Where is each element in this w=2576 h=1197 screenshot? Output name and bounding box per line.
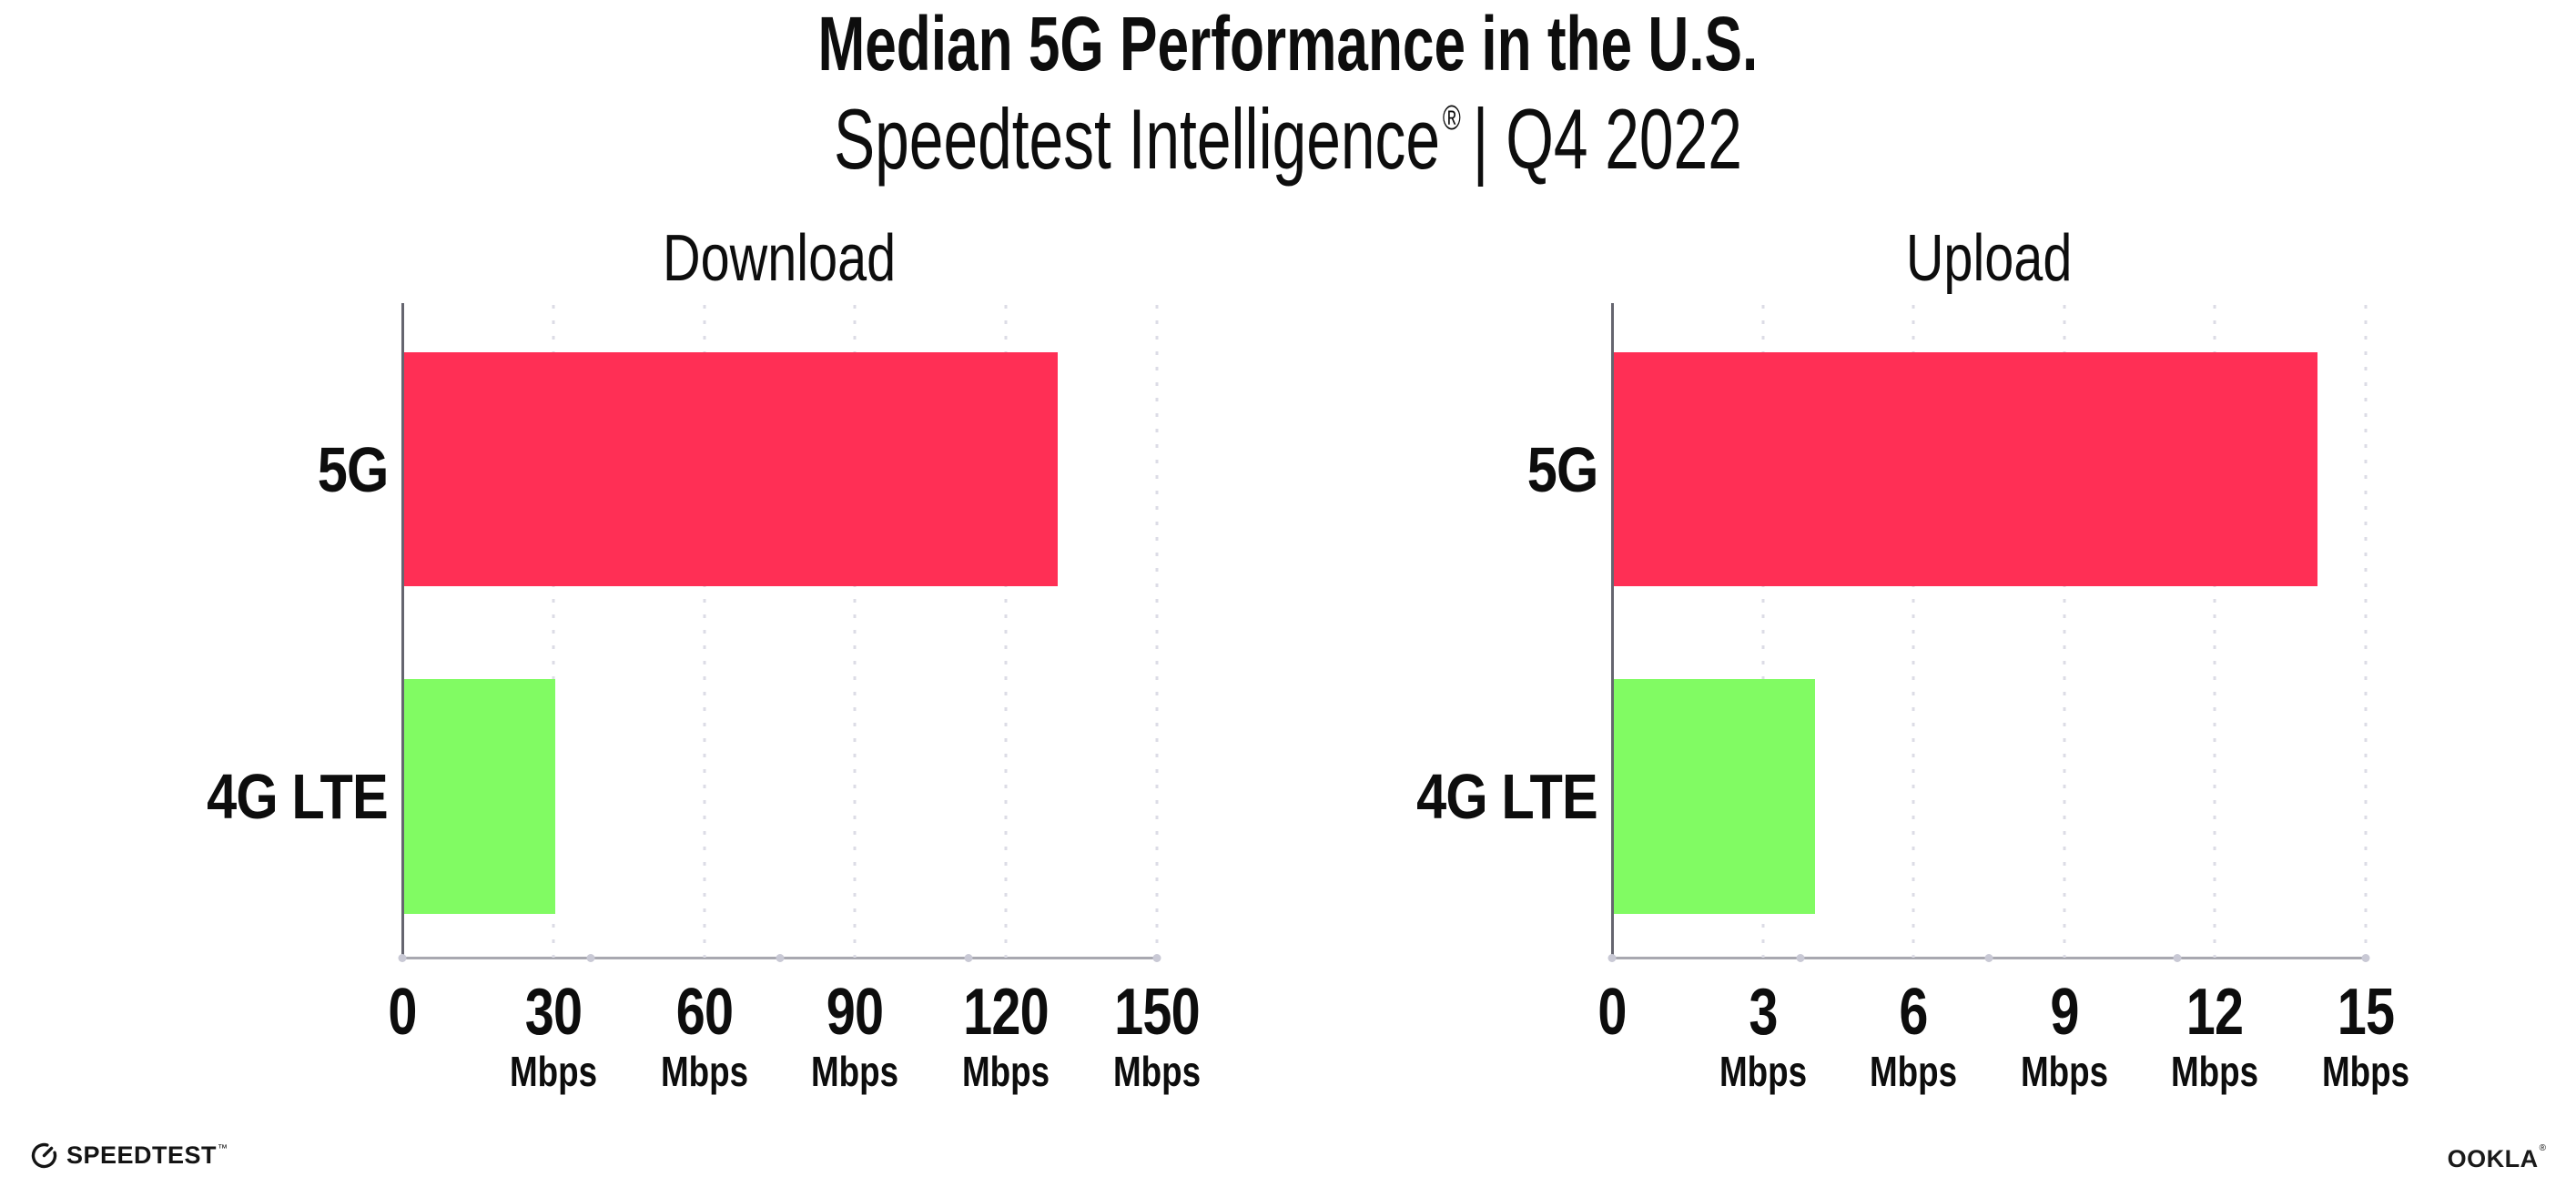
x-tick-value: 60 [675, 976, 733, 1049]
upload-x-axis-labels: 0 3 Mbps 6 Mbps 9 Mbps 12 Mbps 15 Mbps [1597, 979, 2409, 1098]
x-tick-unit: Mbps [509, 1048, 597, 1095]
x-tick-60: 60 Mbps [661, 979, 748, 1092]
speedtest-wordmark: SPEEDTEST [66, 1141, 218, 1169]
gridline-90 [853, 305, 857, 958]
x-tick-unit: Mbps [1719, 1048, 1807, 1095]
x-tick-value: 15 [2337, 976, 2395, 1049]
bar-5g-upload [1614, 352, 2317, 586]
gridline-6 [1912, 305, 1915, 958]
download-chart-title: Download [663, 222, 897, 295]
bar-5g-download [404, 352, 1059, 586]
x-tick-unit: Mbps [962, 1048, 1050, 1095]
x-tick-value: 3 [1748, 976, 1778, 1049]
x-tick-unit: Mbps [2020, 1048, 2108, 1095]
subtitle-brand: Speedtest Intelligence [834, 91, 1441, 187]
download-label-5g: 5G [317, 433, 389, 505]
x-tick-value: 30 [524, 976, 583, 1049]
x-tick-3: 3 Mbps [1719, 979, 1807, 1092]
x-tick-unit: Mbps [2321, 1048, 2410, 1095]
gridline-9 [2063, 305, 2066, 958]
axis-tick-dot [2173, 954, 2182, 962]
x-tick-value: 0 [1597, 976, 1627, 1049]
x-tick-value: 6 [1899, 976, 1929, 1049]
speedtest-logo: SPEEDTEST ™ [30, 1141, 228, 1170]
x-tick-90: 90 Mbps [811, 979, 898, 1092]
axis-tick-dot [2361, 954, 2370, 962]
x-tick-30: 30 Mbps [510, 979, 597, 1092]
registered-mark: ® [1442, 97, 1461, 137]
bar-4g-lte-download [404, 679, 555, 914]
download-y-axis-line [401, 303, 404, 959]
download-plot [398, 303, 1161, 962]
axis-tick-dot [1796, 954, 1805, 962]
x-tick-value: 120 [963, 976, 1050, 1049]
page-title-text: Median 5G Performance in the U.S. [817, 1, 1759, 86]
x-tick-12: 12 Mbps [2171, 979, 2258, 1092]
axis-tick-dot [776, 954, 784, 962]
gridline-60 [703, 305, 706, 958]
download-x-axis-labels: 0 30 Mbps 60 Mbps 90 Mbps 120 Mbps 150 Mbps [388, 979, 1201, 1098]
x-tick-0: 0 [1597, 976, 1627, 1049]
axis-tick-dot [398, 954, 407, 962]
axis-tick-dot [1984, 954, 1993, 962]
x-tick-120: 120 Mbps [962, 979, 1050, 1092]
page-title: Median 5G Performance in the U.S. [0, 4, 2576, 84]
gridline-12 [2213, 305, 2216, 958]
subtitle-period: | Q4 2022 [1472, 91, 1742, 187]
x-tick-unit: Mbps [660, 1048, 748, 1095]
download-label-4g-lte: 4G LTE [207, 761, 389, 832]
page-subtitle-text: Speedtest Intelligence® | Q4 2022 [834, 94, 1742, 185]
x-tick-value: 150 [1114, 976, 1201, 1049]
speedtest-gauge-icon [31, 1142, 57, 1169]
gridline-30 [552, 305, 555, 958]
x-tick-9: 9 Mbps [2021, 979, 2108, 1092]
ookla-registered-mark: ® [2539, 1143, 2546, 1153]
gridline-3 [1761, 305, 1765, 958]
upload-y-axis-line [1611, 303, 1614, 959]
gridline-120 [1004, 305, 1008, 958]
x-tick-0: 0 [388, 976, 417, 1049]
ookla-wordmark: OOKLA [2447, 1145, 2539, 1172]
ookla-logo: OOKLA ® [2447, 1143, 2546, 1173]
x-tick-unit: Mbps [1870, 1048, 1958, 1095]
bar-4g-lte-upload [1614, 679, 1815, 914]
x-tick-unit: Mbps [811, 1048, 899, 1095]
x-tick-150: 150 Mbps [1113, 979, 1201, 1092]
x-tick-value: 12 [2186, 976, 2244, 1049]
page-subtitle: Speedtest Intelligence® | Q4 2022 [0, 94, 2576, 185]
x-tick-unit: Mbps [2171, 1048, 2259, 1095]
axis-tick-dot [1152, 954, 1161, 962]
x-tick-value: 0 [388, 976, 417, 1049]
upload-label-4g-lte: 4G LTE [1416, 761, 1598, 832]
axis-tick-dot [586, 954, 595, 962]
gridline-15 [2364, 305, 2368, 958]
x-tick-value: 90 [827, 976, 884, 1049]
axis-tick-dot [964, 954, 973, 962]
x-tick-15: 15 Mbps [2322, 979, 2409, 1092]
x-tick-6: 6 Mbps [1870, 979, 1957, 1092]
upload-chart-title: Upload [1905, 222, 2073, 295]
x-tick-value: 9 [2050, 976, 2079, 1049]
speedtest-trademark: ™ [218, 1142, 228, 1154]
upload-label-5g: 5G [1526, 433, 1598, 505]
x-tick-unit: Mbps [1112, 1048, 1202, 1095]
axis-tick-dot [1607, 954, 1617, 962]
gridline-150 [1155, 305, 1159, 958]
upload-plot [1607, 303, 2370, 962]
